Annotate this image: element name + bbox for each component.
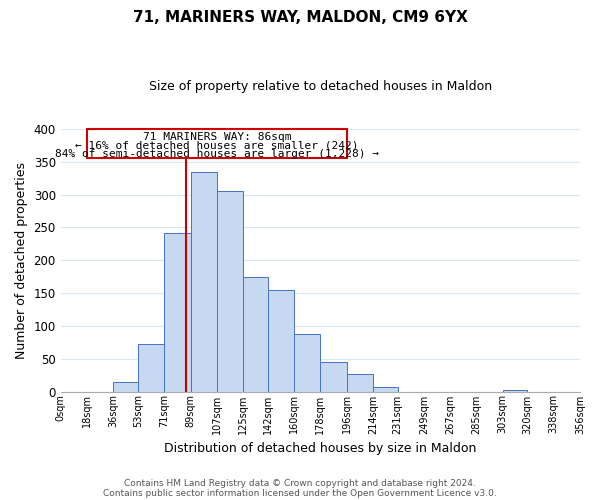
- Bar: [373, 387, 398, 392]
- FancyBboxPatch shape: [87, 129, 347, 158]
- Text: ← 16% of detached houses are smaller (242): ← 16% of detached houses are smaller (24…: [75, 140, 359, 150]
- Bar: [268, 290, 294, 392]
- Text: 84% of semi-detached houses are larger (1,228) →: 84% of semi-detached houses are larger (…: [55, 149, 379, 159]
- Text: 71 MARINERS WAY: 86sqm: 71 MARINERS WAY: 86sqm: [143, 132, 291, 141]
- Bar: [217, 192, 243, 392]
- Bar: [347, 374, 373, 392]
- Title: Size of property relative to detached houses in Maldon: Size of property relative to detached ho…: [149, 80, 492, 93]
- Bar: [138, 344, 164, 392]
- Text: 71, MARINERS WAY, MALDON, CM9 6YX: 71, MARINERS WAY, MALDON, CM9 6YX: [133, 10, 467, 25]
- X-axis label: Distribution of detached houses by size in Maldon: Distribution of detached houses by size …: [164, 442, 476, 455]
- Bar: [191, 172, 217, 392]
- Bar: [503, 390, 527, 392]
- Bar: [294, 334, 320, 392]
- Y-axis label: Number of detached properties: Number of detached properties: [15, 162, 28, 358]
- Text: Contains public sector information licensed under the Open Government Licence v3: Contains public sector information licen…: [103, 488, 497, 498]
- Bar: [164, 232, 191, 392]
- Bar: [320, 362, 347, 392]
- Bar: [113, 382, 138, 392]
- Text: Contains HM Land Registry data © Crown copyright and database right 2024.: Contains HM Land Registry data © Crown c…: [124, 478, 476, 488]
- Bar: [243, 276, 268, 392]
